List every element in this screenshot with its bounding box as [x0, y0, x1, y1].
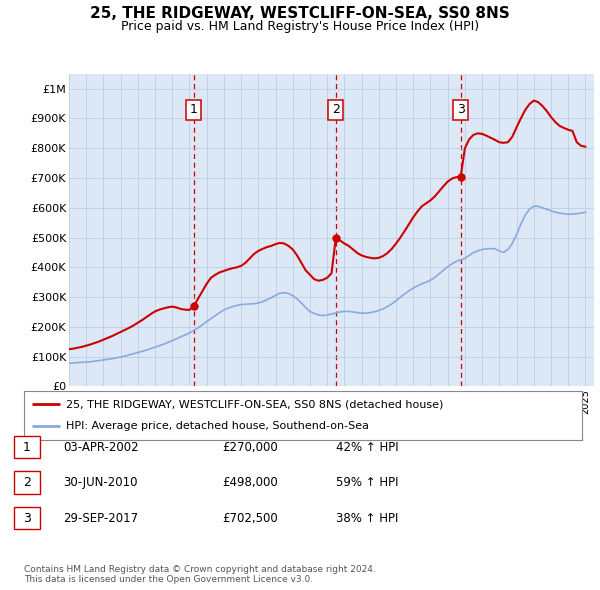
Text: 25, THE RIDGEWAY, WESTCLIFF-ON-SEA, SS0 8NS: 25, THE RIDGEWAY, WESTCLIFF-ON-SEA, SS0 …: [90, 6, 510, 21]
Text: 1: 1: [190, 103, 198, 116]
Text: 2: 2: [332, 103, 340, 116]
Text: 3: 3: [23, 512, 31, 525]
Text: Contains HM Land Registry data © Crown copyright and database right 2024.
This d: Contains HM Land Registry data © Crown c…: [24, 565, 376, 584]
Text: 03-APR-2002: 03-APR-2002: [63, 441, 139, 454]
Text: 30-JUN-2010: 30-JUN-2010: [63, 476, 137, 489]
Text: 59% ↑ HPI: 59% ↑ HPI: [336, 476, 398, 489]
Text: 25, THE RIDGEWAY, WESTCLIFF-ON-SEA, SS0 8NS (detached house): 25, THE RIDGEWAY, WESTCLIFF-ON-SEA, SS0 …: [66, 399, 443, 409]
Text: 42% ↑ HPI: 42% ↑ HPI: [336, 441, 398, 454]
Text: HPI: Average price, detached house, Southend-on-Sea: HPI: Average price, detached house, Sout…: [66, 421, 369, 431]
Text: £270,000: £270,000: [222, 441, 278, 454]
Text: £702,500: £702,500: [222, 512, 278, 525]
Text: Price paid vs. HM Land Registry's House Price Index (HPI): Price paid vs. HM Land Registry's House …: [121, 20, 479, 33]
Text: £498,000: £498,000: [222, 476, 278, 489]
Text: 1: 1: [23, 441, 31, 454]
Text: 29-SEP-2017: 29-SEP-2017: [63, 512, 138, 525]
Text: 2: 2: [23, 476, 31, 489]
Text: 38% ↑ HPI: 38% ↑ HPI: [336, 512, 398, 525]
Text: 3: 3: [457, 103, 464, 116]
